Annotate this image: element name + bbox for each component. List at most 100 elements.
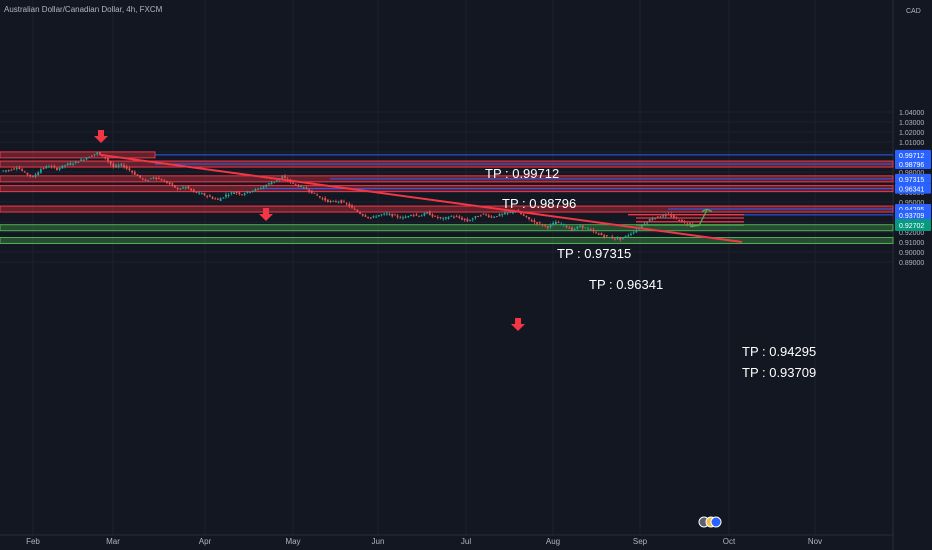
candle-body[interactable] [589, 229, 592, 231]
candle-body[interactable] [257, 188, 260, 190]
candle-body[interactable] [361, 214, 364, 216]
candle-body[interactable] [359, 211, 361, 214]
candle-body[interactable] [487, 215, 490, 217]
candle-body[interactable] [619, 237, 622, 240]
candle-body[interactable] [482, 213, 485, 215]
candle-body[interactable] [490, 216, 493, 218]
candle-body[interactable] [56, 167, 58, 170]
candle-body[interactable] [259, 188, 262, 190]
candle-body[interactable] [53, 166, 56, 168]
candle-body[interactable] [160, 179, 163, 181]
candle-body[interactable] [463, 218, 466, 220]
candle-body[interactable] [82, 159, 85, 161]
candle-body[interactable] [158, 178, 160, 180]
candle-body[interactable] [254, 189, 257, 191]
candle-body[interactable] [187, 186, 190, 189]
candle-body[interactable] [367, 216, 370, 218]
candle-body[interactable] [90, 155, 93, 157]
candle-body[interactable] [608, 237, 611, 239]
candle-body[interactable] [219, 198, 222, 201]
candle-body[interactable] [469, 220, 471, 222]
candle-body[interactable] [297, 184, 300, 187]
candle-body[interactable] [211, 197, 214, 199]
candle-body[interactable] [525, 215, 528, 217]
candle-body[interactable] [238, 192, 241, 195]
candle-body[interactable] [203, 193, 206, 196]
candle-body[interactable] [50, 166, 53, 168]
candle-body[interactable] [689, 223, 691, 226]
candle-body[interactable] [225, 194, 227, 197]
candle-body[interactable] [125, 166, 128, 169]
candle-body[interactable] [147, 180, 150, 182]
candle-body[interactable] [190, 188, 192, 191]
candle-body[interactable] [262, 186, 265, 188]
candle-body[interactable] [131, 170, 133, 173]
price-tag[interactable] [895, 149, 931, 160]
candle-body[interactable] [109, 160, 112, 165]
candle-body[interactable] [533, 220, 536, 223]
candle-body[interactable] [208, 195, 211, 197]
candle-body[interactable] [563, 224, 565, 226]
candle-body[interactable] [587, 228, 589, 230]
candle-body[interactable] [635, 230, 638, 233]
candle-body[interactable] [300, 186, 302, 188]
candle-body[interactable] [267, 183, 270, 185]
candle-body[interactable] [64, 165, 66, 167]
descending-trendline[interactable] [99, 153, 743, 243]
candle-body[interactable] [579, 226, 581, 228]
candle-body[interactable] [302, 187, 305, 189]
candle-body[interactable] [485, 214, 488, 216]
candle-body[interactable] [474, 216, 477, 218]
candle-body[interactable] [308, 189, 311, 192]
candle-body[interactable] [45, 166, 48, 169]
candle-body[interactable] [163, 180, 166, 182]
candle-body[interactable] [664, 214, 667, 217]
candle-body[interactable] [61, 165, 64, 169]
candle-body[interactable] [149, 178, 152, 180]
candle-body[interactable] [117, 165, 120, 167]
candle-body[interactable] [461, 217, 463, 220]
candle-body[interactable] [345, 203, 348, 205]
candle-body[interactable] [2, 170, 5, 172]
candle-body[interactable] [364, 215, 367, 217]
candle-body[interactable] [434, 215, 437, 217]
candle-body[interactable] [388, 213, 391, 215]
candle-body[interactable] [659, 216, 662, 218]
candle-body[interactable] [343, 201, 345, 203]
price-tag[interactable] [895, 183, 931, 194]
candle-body[interactable] [504, 212, 506, 215]
candle-body[interactable] [313, 192, 316, 194]
candle-body[interactable] [141, 178, 144, 180]
candle-body[interactable] [571, 227, 573, 231]
candle-body[interactable] [179, 188, 182, 190]
candle-body[interactable] [581, 225, 584, 228]
candle-body[interactable] [506, 212, 509, 214]
candle-body[interactable] [428, 212, 431, 216]
candle-body[interactable] [324, 198, 327, 201]
candle-body[interactable] [439, 217, 442, 219]
candle-body[interactable] [69, 163, 72, 166]
candle-body[interactable] [560, 223, 563, 225]
candle-body[interactable] [23, 171, 26, 173]
candle-body[interactable] [681, 219, 683, 223]
candle-body[interactable] [329, 200, 332, 202]
candle-body[interactable] [613, 238, 616, 240]
candle-body[interactable] [412, 214, 415, 216]
candle-body[interactable] [152, 177, 155, 179]
candle-body[interactable] [656, 216, 659, 218]
candle-body[interactable] [444, 217, 447, 219]
candle-body[interactable] [241, 194, 243, 196]
candle-body[interactable] [340, 200, 343, 203]
candle-body[interactable] [672, 215, 675, 219]
candle-body[interactable] [5, 170, 7, 172]
price-tag[interactable] [895, 173, 931, 184]
candle-body[interactable] [192, 189, 195, 192]
candle-body[interactable] [627, 235, 630, 237]
candle-body[interactable] [166, 181, 168, 184]
candle-body[interactable] [380, 214, 383, 216]
candle-body[interactable] [284, 176, 286, 179]
candle-body[interactable] [115, 165, 117, 168]
candle-body[interactable] [402, 217, 404, 219]
candle-body[interactable] [96, 152, 99, 155]
